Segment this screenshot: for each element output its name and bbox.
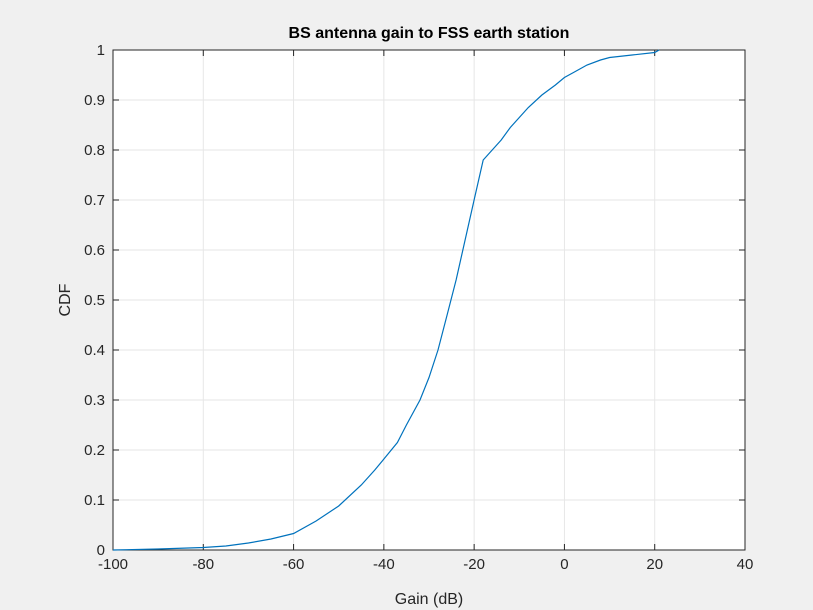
x-tick-label: 0	[560, 556, 568, 573]
y-tick-label: 0.2	[84, 442, 105, 459]
x-axis-label: Gain (dB)	[395, 591, 463, 608]
ticks: -100 -80 -60 -40 -20 0 20 40 0 0.1 0.2 0.3 0.4 0.5 0.6…	[84, 42, 753, 573]
y-tick-label: 0.6	[84, 242, 105, 259]
y-tick-label: 0.1	[84, 492, 105, 509]
y-axis-label: CDF	[57, 283, 74, 316]
x-tick-label: 40	[737, 556, 754, 573]
x-tick-label: -20	[463, 556, 485, 573]
chart-title: BS antenna gain to FSS earth station	[289, 25, 570, 42]
y-tick-label: 0	[97, 542, 105, 559]
y-tick-label: 0.9	[84, 92, 105, 109]
x-tick-label: -40	[373, 556, 395, 573]
series	[112, 49, 660, 551]
y-tick-label: 0.8	[84, 142, 105, 159]
y-tick-label: 0.5	[84, 292, 105, 309]
y-tick-label: 0.3	[84, 392, 105, 409]
cdf-line	[112, 49, 660, 551]
x-tick-label: 20	[646, 556, 663, 573]
y-tick-label: 0.7	[84, 192, 105, 209]
x-tick-label: -100	[98, 556, 128, 573]
x-tick-label: -60	[283, 556, 305, 573]
y-tick-label: 0.4	[84, 342, 105, 359]
y-tick-label: 1	[97, 42, 105, 59]
x-tick-label: -80	[192, 556, 214, 573]
